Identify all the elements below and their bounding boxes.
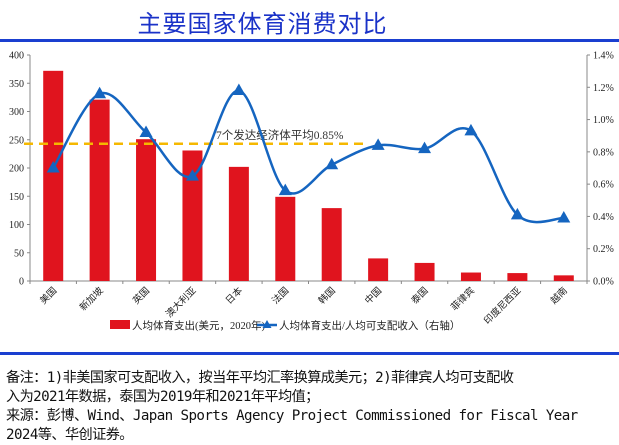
right-tick-label: 0.6% — [593, 180, 614, 191]
bar-日本 — [228, 166, 249, 281]
category-label: 英国 — [130, 285, 152, 307]
right-tick-label: 0.0% — [593, 277, 614, 288]
bar-法国 — [275, 196, 296, 281]
category-label: 中国 — [362, 285, 384, 307]
legend-line-label: 人均体育支出/人均可支配收入（右轴） — [279, 319, 460, 332]
category-label: 日本 — [223, 284, 245, 306]
marker-韩国 — [325, 157, 339, 170]
marker-印度尼西亚 — [510, 207, 524, 220]
left-tick-label: 100 — [9, 220, 24, 231]
note-line: 入为2021年数据，泰国为2019年和2021年平均值； — [6, 389, 319, 405]
bar-美国 — [43, 70, 64, 281]
marker-中国 — [371, 138, 385, 150]
note-line: 备注：1)非美国家可支配收入，按当年平均汇率换算成美元；2)菲律宾人均可支配收 — [6, 370, 514, 386]
marker-菲律宾 — [464, 123, 478, 136]
title-divider — [0, 39, 619, 42]
notes: 备注：1)非美国家可支配收入，按当年平均汇率换算成美元；2)菲律宾人均可支配收 … — [6, 369, 616, 445]
source-line: 2024等、华创证券。 — [6, 427, 133, 443]
marker-泰国 — [418, 141, 432, 154]
category-label: 越南 — [548, 285, 570, 307]
bar-印度尼西亚 — [507, 273, 528, 281]
category-label: 美国 — [37, 285, 59, 307]
left-tick-label: 150 — [9, 192, 24, 203]
footer-divider — [0, 352, 619, 355]
reference-line-label: 7个发达经济体平均0.85% — [216, 128, 344, 142]
right-tick-label: 0.2% — [593, 244, 614, 255]
right-tick-label: 0.8% — [593, 147, 614, 158]
right-tick-label: 0.4% — [593, 212, 614, 223]
left-tick-label: 50 — [14, 248, 24, 259]
marker-越南 — [557, 211, 571, 223]
bar-中国 — [368, 258, 389, 281]
category-label: 菲律宾 — [448, 285, 477, 314]
bar-越南 — [553, 275, 574, 281]
right-tick-label: 1.0% — [593, 115, 614, 126]
ratio-line — [52, 89, 564, 224]
bar-泰国 — [414, 262, 435, 281]
source-line: 来源：彭博、Wind、Japan Sports Agency Project C… — [6, 408, 578, 424]
left-tick-label: 200 — [9, 164, 24, 175]
legend-bar-swatch — [110, 320, 130, 329]
left-tick-label: 0 — [19, 277, 24, 288]
left-tick-label: 400 — [9, 51, 24, 62]
right-tick-label: 1.2% — [593, 83, 614, 94]
category-label: 印度尼西亚 — [481, 284, 523, 326]
left-tick-label: 350 — [9, 79, 24, 90]
bar-韩国 — [321, 208, 342, 281]
marker-日本 — [232, 83, 246, 96]
bar-英国 — [136, 139, 157, 281]
category-label: 韩国 — [316, 285, 338, 307]
chart: 0 50 100 150 200 250 300 350 400 0.0% 0.2% 0.4% 0.6%… — [9, 51, 614, 333]
category-label: 泰国 — [409, 285, 431, 307]
category-label: 澳大利亚 — [163, 284, 199, 320]
right-tick-label: 1.4% — [593, 51, 614, 62]
category-label: 法国 — [269, 285, 291, 307]
bar-澳大利亚 — [182, 150, 203, 281]
legend-triangle-icon — [262, 320, 272, 328]
bar-新加坡 — [89, 99, 110, 281]
bar-菲律宾 — [460, 272, 481, 281]
legend-bar-label: 人均体育支出(美元，2020年) — [132, 319, 265, 332]
marker-美国 — [46, 161, 60, 173]
left-tick-label: 300 — [9, 107, 24, 118]
marker-法国 — [278, 183, 292, 196]
category-label: 新加坡 — [77, 284, 106, 313]
page-title: 主要国家体育消费对比 — [137, 10, 388, 38]
marker-新加坡 — [93, 86, 107, 99]
marker-澳大利亚 — [185, 169, 199, 181]
marker-英国 — [139, 125, 153, 137]
left-tick-label: 250 — [9, 135, 24, 146]
